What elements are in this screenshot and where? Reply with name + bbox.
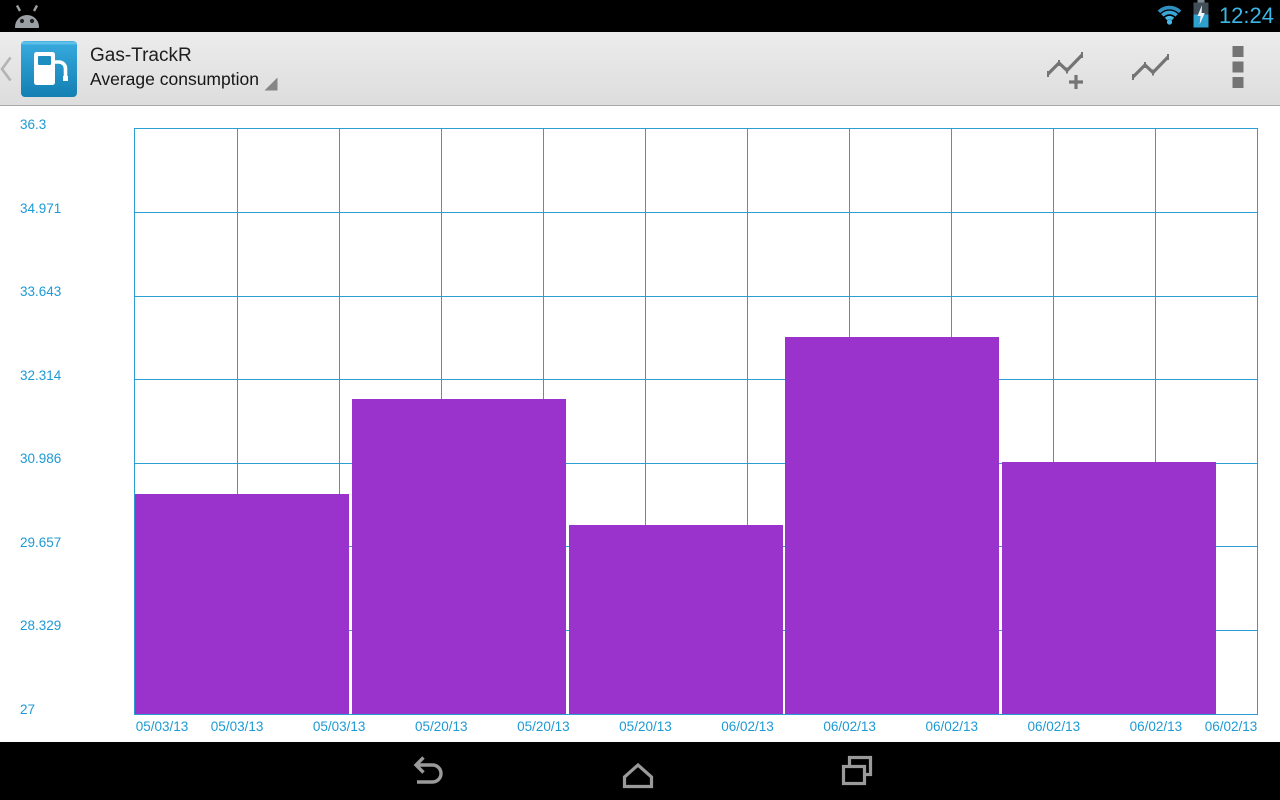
vertical-gridline xyxy=(1052,129,1054,714)
x-tick-label: 05/03/13 xyxy=(135,719,189,734)
spinner-triangle-icon xyxy=(263,76,279,97)
back-chevron-icon[interactable] xyxy=(0,55,13,88)
app-title: Gas-TrackR xyxy=(90,45,192,66)
overflow-menu-button[interactable] xyxy=(1216,32,1260,106)
x-tick-label: 05/20/13 xyxy=(619,719,672,734)
horizontal-gridline xyxy=(135,379,1257,381)
back-nav-icon xyxy=(413,756,443,784)
bar xyxy=(351,399,566,714)
bar xyxy=(785,336,1000,714)
x-tick-label: 05/03/13 xyxy=(210,719,264,734)
x-tick-label: 06/02/13 xyxy=(823,719,876,734)
y-tick-label: 36.3 xyxy=(20,117,47,132)
y-tick-label: 29.657 xyxy=(20,534,62,550)
vertical-gridline xyxy=(1154,129,1156,714)
status-clock: 12:24 xyxy=(1218,3,1274,28)
navigation-bar xyxy=(0,742,1280,800)
battery-charging-icon xyxy=(1191,0,1211,33)
vertical-gridline xyxy=(338,129,340,714)
y-tick-label: 34.971 xyxy=(20,200,62,216)
x-tick-label: 05/20/13 xyxy=(517,719,570,734)
x-tick-label: 05/03/13 xyxy=(312,719,366,734)
android-logo-icon xyxy=(10,3,44,35)
x-tick-label: 06/02/13 xyxy=(721,719,774,734)
title-spinner[interactable]: Gas-TrackR Average consumption xyxy=(90,44,279,91)
x-tick-label: 05/20/13 xyxy=(414,719,468,734)
y-tick-label: 28.329 xyxy=(20,618,62,634)
overflow-menu-icon xyxy=(1232,45,1244,93)
back-nav-button[interactable] xyxy=(403,749,447,793)
wifi-icon xyxy=(1153,0,1186,32)
recents-nav-button[interactable] xyxy=(835,749,879,793)
bar xyxy=(135,493,349,714)
home-nav-icon xyxy=(622,762,654,789)
horizontal-gridline xyxy=(135,462,1257,464)
chart-type-selector-label: Average consumption xyxy=(90,69,259,89)
home-nav-button[interactable] xyxy=(616,749,660,793)
vertical-gridline xyxy=(746,129,748,714)
recents-nav-icon xyxy=(841,755,873,786)
horizontal-gridline xyxy=(135,295,1257,297)
chart-area: 27 28.329 29.657 30.986 32.314 33.643 34.971 36… xyxy=(0,106,1280,742)
bar xyxy=(1002,462,1217,714)
line-chart-plus-icon xyxy=(1042,44,1094,95)
x-tick-label: 06/02/13 xyxy=(1027,719,1081,734)
y-tick-label: 27 xyxy=(20,702,36,717)
bar xyxy=(568,525,783,714)
x-tick-label: 06/02/13 xyxy=(1129,719,1183,734)
vertical-gridline xyxy=(644,129,646,714)
x-tick-label: 06/02/13 xyxy=(1204,719,1258,734)
y-tick-label: 33.643 xyxy=(20,284,62,300)
plot-area[interactable] xyxy=(134,128,1258,715)
show-chart-button[interactable] xyxy=(1120,32,1182,106)
x-tick-label: 06/02/13 xyxy=(925,719,978,734)
status-bar[interactable]: 12:24 xyxy=(0,0,1280,32)
y-tick-label: 30.986 xyxy=(20,451,62,467)
add-chart-entry-button[interactable] xyxy=(1036,32,1100,106)
horizontal-gridline xyxy=(135,212,1257,214)
vertical-gridline xyxy=(236,129,238,714)
action-bar: Gas-TrackR Average consumption xyxy=(0,32,1280,106)
y-tick-label: 32.314 xyxy=(20,367,62,383)
gas-pump-app-icon[interactable] xyxy=(20,40,78,103)
line-chart-icon xyxy=(1127,47,1175,92)
